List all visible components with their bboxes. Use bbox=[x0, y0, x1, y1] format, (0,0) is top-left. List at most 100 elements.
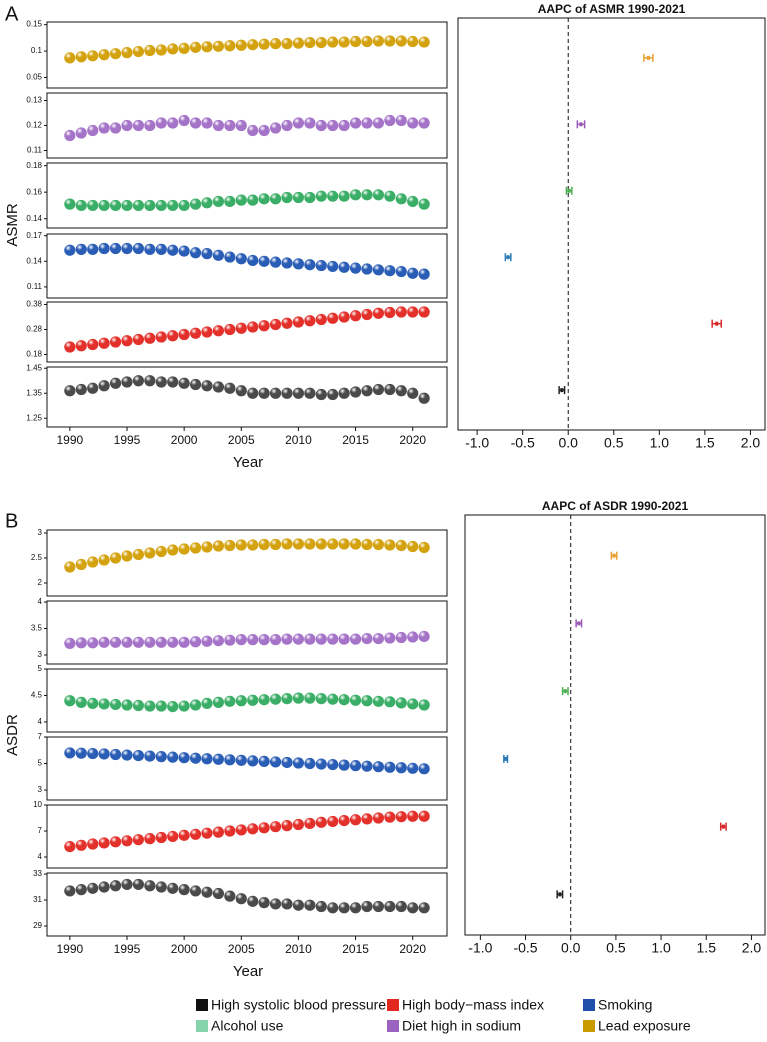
plot-frame bbox=[457, 17, 766, 431]
data-point bbox=[281, 38, 293, 50]
data-point bbox=[167, 830, 179, 843]
data-point bbox=[87, 637, 99, 649]
data-point bbox=[212, 540, 225, 552]
point-estimate bbox=[577, 621, 581, 626]
data-point bbox=[98, 199, 110, 212]
point-estimate bbox=[506, 255, 510, 260]
data-point bbox=[109, 199, 122, 212]
data-point bbox=[212, 40, 225, 52]
data-point bbox=[361, 263, 373, 275]
data-point bbox=[167, 700, 179, 713]
data-point bbox=[281, 387, 293, 399]
data-point bbox=[292, 899, 305, 911]
data-point bbox=[212, 249, 225, 261]
y-tick-label: 4 bbox=[38, 597, 43, 606]
x-tick-label: 1995 bbox=[114, 942, 141, 956]
data-point bbox=[109, 336, 122, 348]
data-point bbox=[361, 189, 373, 201]
data-point bbox=[292, 538, 305, 550]
data-point bbox=[121, 878, 133, 891]
data-point bbox=[75, 199, 87, 212]
data-point bbox=[361, 900, 373, 913]
data-point bbox=[98, 49, 110, 61]
data-point bbox=[155, 199, 167, 212]
data-point bbox=[395, 811, 407, 823]
y-tick-label: 2 bbox=[38, 578, 43, 587]
data-point bbox=[269, 256, 282, 268]
data-point bbox=[64, 637, 76, 649]
data-point bbox=[384, 539, 396, 551]
data-point bbox=[132, 119, 145, 132]
data-point bbox=[338, 261, 350, 273]
data-point bbox=[361, 632, 373, 645]
data-point bbox=[224, 890, 236, 902]
data-point bbox=[64, 341, 76, 353]
data-point bbox=[418, 763, 430, 775]
data-point bbox=[315, 190, 327, 202]
data-point bbox=[121, 335, 133, 347]
data-point bbox=[384, 114, 396, 127]
data-point bbox=[189, 41, 202, 53]
data-point bbox=[247, 755, 259, 767]
panel-frame bbox=[46, 366, 448, 428]
y-tick-label: 33 bbox=[33, 869, 42, 878]
data-point bbox=[224, 251, 236, 263]
data-point bbox=[372, 189, 385, 201]
data-point bbox=[338, 633, 350, 645]
data-point bbox=[87, 243, 99, 255]
data-point bbox=[189, 117, 202, 129]
legend-swatch bbox=[387, 1020, 399, 1032]
data-point bbox=[395, 697, 407, 709]
data-point bbox=[292, 191, 305, 204]
data-point bbox=[189, 198, 202, 210]
data-point bbox=[201, 248, 213, 260]
data-point bbox=[201, 197, 213, 209]
x-axis-label: Year bbox=[233, 963, 263, 980]
data-point bbox=[201, 753, 213, 765]
panel-frame bbox=[46, 529, 448, 597]
data-point bbox=[349, 538, 362, 550]
chart-title: AAPC of ASMR 1990-2021 bbox=[538, 2, 686, 16]
data-point bbox=[292, 387, 305, 399]
data-point bbox=[155, 117, 167, 129]
data-point bbox=[98, 748, 110, 760]
data-point bbox=[212, 753, 225, 765]
data-point bbox=[235, 893, 247, 905]
data-point bbox=[64, 129, 76, 142]
data-point bbox=[338, 538, 350, 550]
data-point bbox=[178, 752, 190, 764]
y-tick-label: 0.28 bbox=[26, 325, 42, 334]
data-point bbox=[75, 839, 87, 851]
data-point bbox=[189, 327, 202, 339]
data-point bbox=[304, 757, 316, 770]
data-point bbox=[109, 636, 122, 648]
data-point bbox=[361, 308, 373, 321]
y-tick-label: 7 bbox=[38, 732, 43, 741]
data-point bbox=[418, 810, 430, 822]
x-tick-label: 2000 bbox=[171, 942, 198, 956]
data-point bbox=[418, 198, 430, 210]
data-point bbox=[132, 548, 145, 561]
y-axis-label: ASDR bbox=[4, 714, 21, 756]
data-point bbox=[98, 837, 110, 849]
data-point bbox=[212, 325, 225, 337]
data-point bbox=[258, 755, 270, 768]
data-point bbox=[212, 195, 225, 208]
data-point bbox=[201, 697, 213, 710]
data-point bbox=[132, 199, 145, 212]
data-point bbox=[235, 539, 247, 551]
data-point bbox=[189, 885, 202, 897]
data-point bbox=[235, 39, 247, 51]
y-tick-label: 0.17 bbox=[26, 231, 42, 240]
y-tick-label: 1.35 bbox=[26, 388, 42, 397]
data-point bbox=[384, 35, 396, 47]
x-tick-label: 2020 bbox=[399, 433, 426, 447]
data-point bbox=[167, 751, 179, 763]
y-tick-label: 0.16 bbox=[26, 187, 42, 196]
data-point bbox=[224, 539, 236, 552]
data-point bbox=[372, 383, 385, 396]
data-point bbox=[361, 117, 373, 129]
x-tick-label: 1995 bbox=[114, 433, 141, 447]
data-point bbox=[224, 825, 236, 837]
y-tick-label: 0.38 bbox=[26, 300, 42, 309]
